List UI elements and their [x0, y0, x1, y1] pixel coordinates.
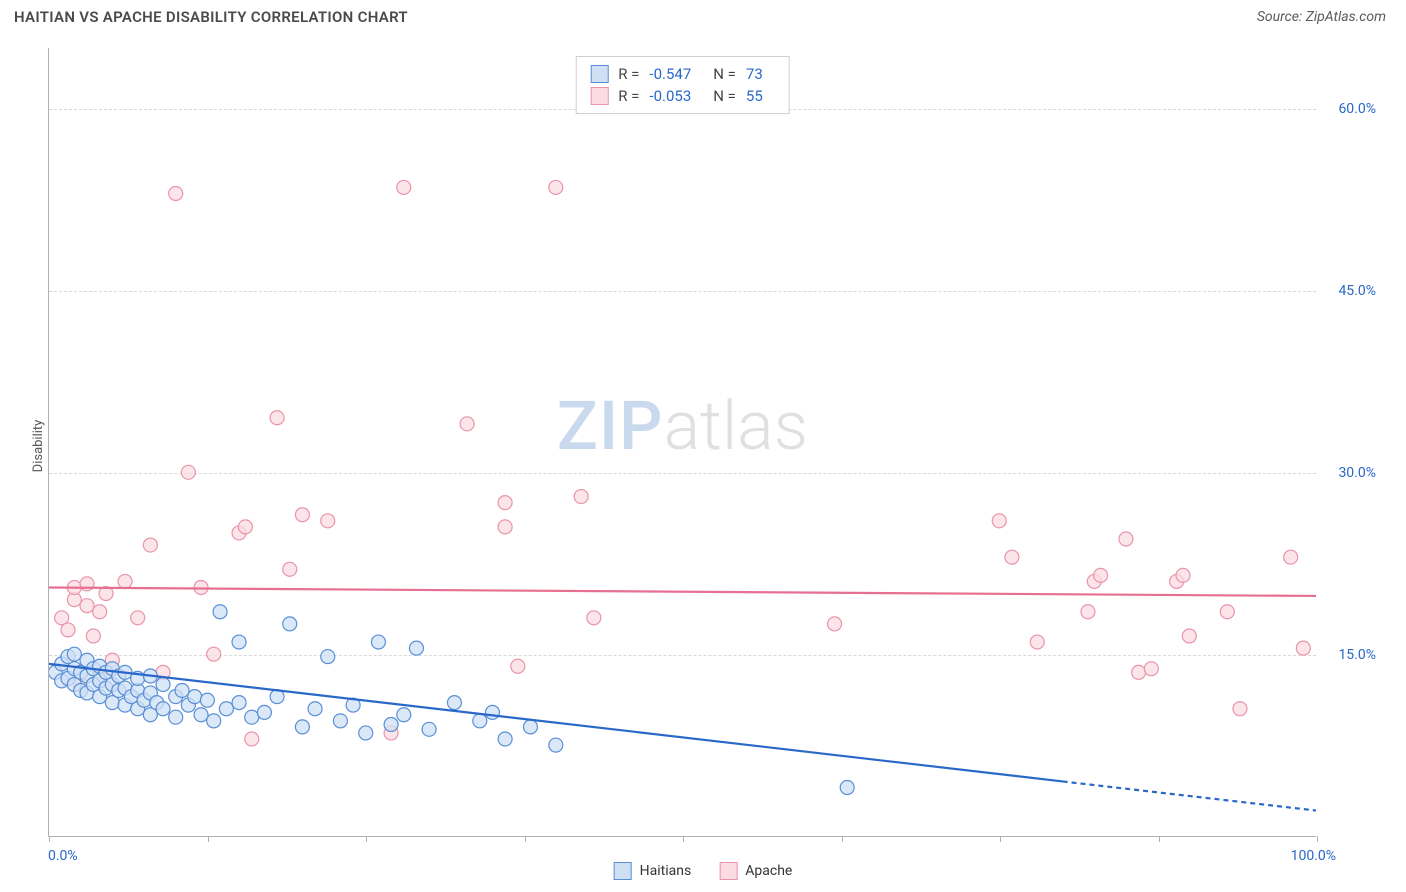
x-tick: [1000, 836, 1001, 842]
apache-n-value: 55: [746, 87, 763, 105]
apache-swatch-icon: [719, 862, 737, 880]
series-legend: Haitians Apache: [614, 862, 793, 880]
x-tick: [1159, 836, 1160, 842]
chart-source: Source: ZipAtlas.com: [1257, 9, 1386, 25]
y-tick-label: 30.0%: [1338, 465, 1376, 481]
x-tick: [842, 836, 843, 842]
apache-swatch-icon: [590, 87, 608, 105]
scatter-plot-svg: [49, 48, 1316, 836]
legend-item-apache: Apache: [719, 862, 792, 880]
y-tick-label: 15.0%: [1338, 647, 1376, 663]
x-tick: [366, 836, 367, 842]
chart-header: HAITIAN VS APACHE DISABILITY CORRELATION…: [0, 0, 1406, 30]
x-tick: [208, 836, 209, 842]
x-axis-max-label: 100.0%: [1291, 848, 1336, 864]
correlation-stats-legend: R = -0.547 N = 73 R = -0.053 N = 55: [575, 56, 790, 114]
apache-r-value: -0.053: [649, 87, 691, 105]
x-axis-min-label: 0.0%: [48, 848, 78, 864]
plot-area: ZIPatlas 15.0%30.0%45.0%60.0% R = -0.547…: [48, 48, 1316, 837]
y-axis-label: Disability: [31, 420, 46, 473]
chart-title: HAITIAN VS APACHE DISABILITY CORRELATION…: [14, 8, 408, 26]
haitians-swatch-icon: [614, 862, 632, 880]
haitians-r-value: -0.547: [649, 65, 691, 83]
x-tick: [525, 836, 526, 842]
chart-container: ZIPatlas 15.0%30.0%45.0%60.0% R = -0.547…: [48, 48, 1316, 837]
legend-item-haitians: Haitians: [614, 862, 692, 880]
haitians-n-value: 73: [746, 65, 763, 83]
haitians-swatch-icon: [590, 65, 608, 83]
y-tick-label: 45.0%: [1338, 283, 1376, 299]
stats-row-apache: R = -0.053 N = 55: [590, 85, 775, 107]
stats-row-haitians: R = -0.547 N = 73: [590, 63, 775, 85]
x-tick: [683, 836, 684, 842]
y-tick-label: 60.0%: [1338, 101, 1376, 117]
x-tick: [1317, 836, 1318, 842]
x-tick: [49, 836, 50, 842]
